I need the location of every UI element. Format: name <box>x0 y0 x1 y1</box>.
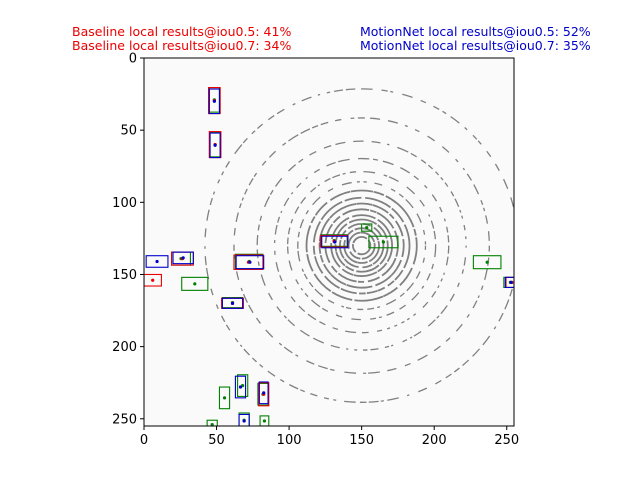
lidar-ring <box>318 202 405 289</box>
ground_truth-box <box>237 374 249 397</box>
y-tick-label: 100 <box>112 196 137 211</box>
ground_truth-box-center <box>210 422 214 426</box>
lidar-ring <box>273 157 450 334</box>
baseline-box <box>233 254 264 270</box>
lidar-ring <box>334 218 389 273</box>
motionnet-box-center <box>248 260 252 264</box>
detection-boxes <box>144 87 514 426</box>
lidar-ring <box>233 117 490 374</box>
motionnet-box-center <box>238 385 243 389</box>
lidar-ring <box>352 236 372 256</box>
motionnet-caption: MotionNet local results@iou0.5: 52% Moti… <box>360 25 591 53</box>
x-tick-label: 150 <box>349 433 374 448</box>
x-tick-label: 50 <box>208 433 225 448</box>
lidar-ring <box>312 196 411 295</box>
x-tick-label: 250 <box>494 433 519 448</box>
ground_truth-box <box>472 255 502 270</box>
ground_truth-box-center <box>193 282 197 286</box>
motionnet-box <box>172 251 194 265</box>
ground_truth-box <box>361 223 373 232</box>
lidar-ring <box>347 231 376 260</box>
motionnet-box-center <box>213 143 217 147</box>
baseline-box <box>144 273 162 287</box>
y-tick-label: 200 <box>112 340 137 355</box>
motionnet-box-center <box>230 301 235 305</box>
motionnet-box-center <box>155 259 159 264</box>
motionnet-box <box>258 381 269 405</box>
x-tick-label: 100 <box>277 433 302 448</box>
ground_truth-box <box>206 419 218 426</box>
ground_truth-box <box>218 386 231 410</box>
lidar-ring <box>305 189 418 302</box>
motionnet-box-center <box>262 391 266 395</box>
motionnet-box-center <box>181 256 185 260</box>
motionnet-box <box>321 235 349 249</box>
motionnet-box <box>145 255 169 268</box>
lidar-ring <box>286 170 437 321</box>
motionnet-box <box>209 132 221 159</box>
baseline-box <box>258 382 270 407</box>
y-tick-label: 0 <box>129 52 137 67</box>
motionnet-box <box>234 375 247 399</box>
ground_truth-box <box>368 235 399 249</box>
y-tick-label: 250 <box>112 412 137 427</box>
ground_truth-box-center <box>222 396 227 400</box>
baseline-iou07-text: Baseline local results@iou0.7: 34% <box>72 38 292 53</box>
ground_truth-box-center <box>262 419 267 423</box>
baseline-iou05-text: Baseline local results@iou0.5: 41% <box>72 24 292 39</box>
ground_truth-box-center <box>485 260 489 264</box>
lidar-ring <box>256 140 467 351</box>
ground_truth-box <box>181 276 209 291</box>
baseline-caption: Baseline local results@iou0.5: 41% Basel… <box>72 25 291 53</box>
motionnet-box <box>208 88 221 115</box>
ground_truth-box-center <box>381 240 386 244</box>
lidar-ring <box>297 181 427 311</box>
x-tick-label: 200 <box>422 433 447 448</box>
motionnet-box-center <box>509 280 513 285</box>
y-tick-label: 50 <box>120 124 137 139</box>
plot-background <box>144 58 514 426</box>
lidar-ring <box>330 214 394 277</box>
motionnet-iou07-text: MotionNet local results@iou0.7: 35% <box>360 38 591 53</box>
motionnet-iou05-text: MotionNet local results@iou0.5: 52% <box>360 24 591 39</box>
motionnet-box <box>235 255 265 270</box>
plot-frame <box>143 57 515 427</box>
y-tick-label: 150 <box>112 268 137 283</box>
baseline-box-center <box>151 278 155 282</box>
motionnet-box <box>504 276 514 289</box>
motionnet-box-center <box>333 240 337 244</box>
motionnet-box <box>221 297 244 309</box>
x-tick-label: 0 <box>140 433 148 448</box>
motionnet-box <box>238 413 250 426</box>
motionnet-box-center <box>212 99 216 103</box>
ground_truth-box-center <box>365 225 369 230</box>
ground_truth-box <box>259 415 270 426</box>
motionnet-box-center <box>242 419 246 423</box>
lidar-ring <box>204 88 514 403</box>
ground_truth-box <box>320 234 348 247</box>
